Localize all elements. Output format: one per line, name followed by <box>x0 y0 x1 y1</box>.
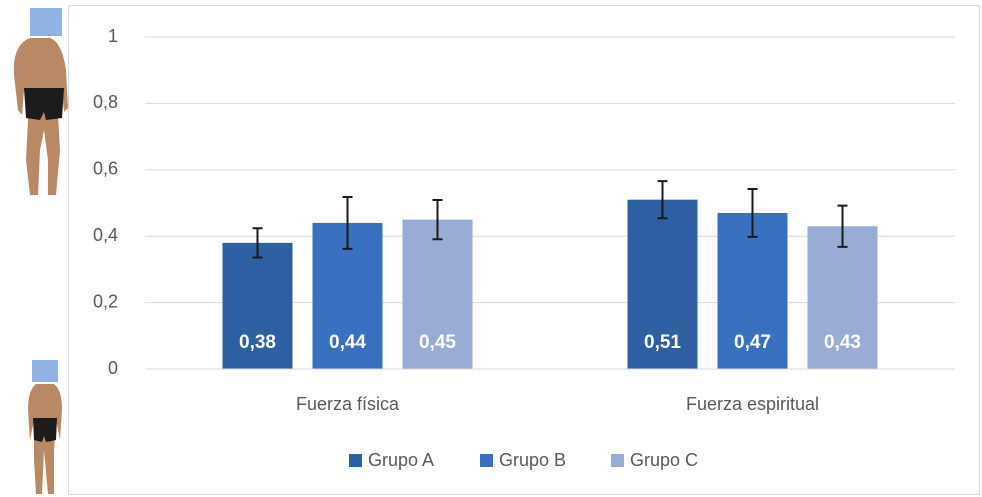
y-tick-label: 0 <box>108 358 118 378</box>
figure-head-box <box>32 360 58 382</box>
legend-swatch <box>611 454 624 467</box>
data-label: 0,45 <box>419 332 456 353</box>
figure-weak <box>28 360 62 494</box>
data-label: 0,47 <box>734 332 771 353</box>
y-tick-label: 0,6 <box>93 159 118 179</box>
chart: 0 0,2 0,4 0,6 0,8 1 Fuerza física 0,38 0,44 0,45 F… <box>0 0 982 497</box>
y-tick-label: 1 <box>108 26 118 46</box>
x-tick-label: Fuerza espiritual <box>686 394 819 414</box>
legend-label: Grupo C <box>630 450 698 470</box>
y-tick-label: 0,8 <box>93 92 118 112</box>
data-label: 0,51 <box>644 332 681 353</box>
x-tick-label: Fuerza física <box>296 394 400 414</box>
legend-label: Grupo B <box>499 450 566 470</box>
legend-swatch <box>480 454 493 467</box>
data-label: 0,43 <box>824 332 861 353</box>
figure-head-box <box>30 8 62 36</box>
data-label: 0,44 <box>329 332 366 353</box>
y-tick-label: 0,2 <box>93 291 118 311</box>
data-label: 0,38 <box>239 332 276 353</box>
legend-label: Grupo A <box>368 450 434 470</box>
figure-shorts <box>33 418 57 442</box>
y-tick-label: 0,4 <box>93 225 118 245</box>
legend-swatch <box>349 454 362 467</box>
figure-strong <box>14 8 68 195</box>
